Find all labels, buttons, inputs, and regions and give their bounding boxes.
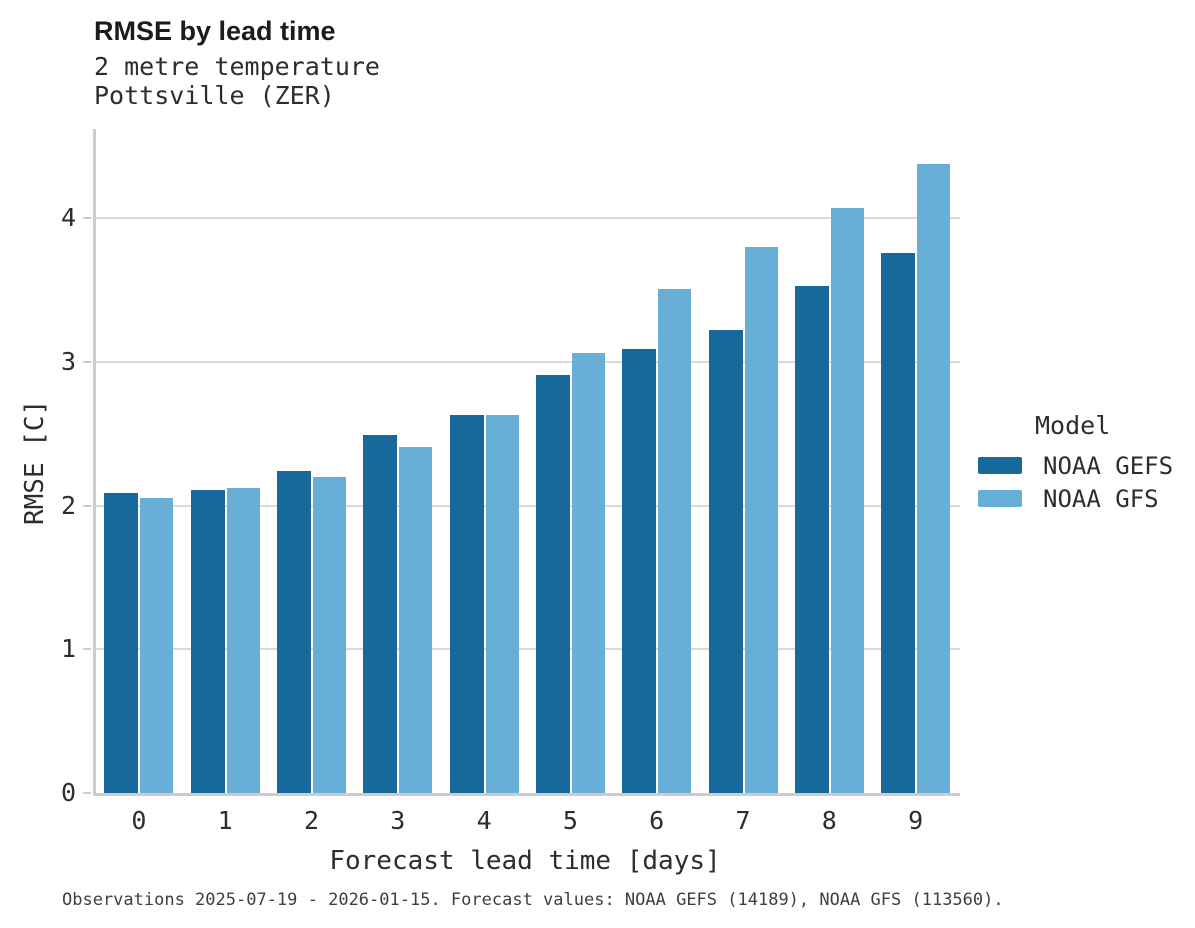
y-tick-mark-4 [83,217,91,220]
bar-noaa-gfs-day-0 [140,498,174,793]
bar-noaa-gefs-day-7 [708,330,743,793]
bar-noaa-gefs-day-3 [363,435,398,793]
x-tick-label-2: 2 [303,806,320,835]
x-tick-label-8: 8 [821,806,837,835]
bar-noaa-gefs-day-0 [104,492,139,793]
gridline-y-2 [96,504,960,507]
plot-area: 0 1 2 3 4 5 6 7 8 9 [93,129,960,835]
bar-noaa-gfs-day-5 [571,353,605,793]
x-tick-label-4: 4 [476,806,492,835]
x-tick-label-7: 7 [735,806,751,835]
bar-noaa-gfs-day-4 [485,415,519,793]
legend-entries: NOAA GEFS NOAA GFS [978,449,1173,515]
legend-swatch-noaa-gfs [978,490,1022,507]
bar-noaa-gefs-day-4 [449,415,484,793]
x-tick-label-6: 6 [649,806,665,835]
y-tick-label-2: 2 [60,490,76,520]
gridline-y-3 [96,360,960,363]
bar-noaa-gefs-day-9 [881,252,916,793]
legend: Model NOAA GEFS NOAA GFS [978,411,1173,515]
x-tick-label-9: 9 [908,806,924,835]
legend-label: NOAA GFS [1043,484,1159,513]
bar-noaa-gfs-day-6 [658,288,692,793]
chart-title: RMSE by lead time [94,16,336,46]
y-tick-mark-2 [83,504,91,507]
legend-entry-noaa-gefs: NOAA GEFS [978,449,1173,482]
bar-noaa-gefs-day-6 [622,348,657,793]
gridline-y-1 [96,648,960,651]
x-tick-label-1: 1 [217,806,233,835]
x-tick-label-3: 3 [390,806,406,835]
bar-noaa-gfs-day-8 [830,208,864,793]
bar-noaa-gefs-day-5 [535,374,570,793]
legend-title: Model [1035,411,1111,440]
legend-entry-noaa-gfs: NOAA GFS [978,482,1173,515]
bar-noaa-gefs-day-8 [794,285,829,793]
y-tick-label-1: 1 [60,634,76,664]
y-tick-label-0: 0 [60,778,76,807]
legend-label: NOAA GEFS [1043,451,1174,480]
bar-noaa-gfs-day-3 [399,446,433,793]
y-tick-label-3: 3 [60,346,76,376]
chart-subtitle-variable: 2 metre temperature [94,52,380,81]
chart-subtitle-location: Pottsville (ZER) [94,81,335,110]
y-tick-mark-1 [83,648,91,651]
y-tick-label-4: 4 [60,203,76,233]
x-tick-label-0: 0 [131,806,147,835]
x-axis-label: Forecast lead time [days] [329,846,721,876]
bar-noaa-gfs-day-2 [313,476,346,793]
caption: Observations 2025-07-19 - 2026-01-15. Fo… [62,890,1004,910]
bar-noaa-gfs-day-9 [917,163,951,793]
bar-noaa-gefs-day-1 [190,489,225,793]
gridline-y-4 [96,217,960,220]
legend-swatch-noaa-gefs [978,457,1022,474]
x-tick-label-5: 5 [562,806,578,835]
bar-noaa-gfs-day-7 [744,246,778,793]
y-tick-mark-3 [83,360,91,363]
bar-noaa-gefs-day-2 [277,471,311,793]
bar-noaa-gfs-day-1 [226,488,260,793]
y-tick-mark-0 [83,792,91,794]
